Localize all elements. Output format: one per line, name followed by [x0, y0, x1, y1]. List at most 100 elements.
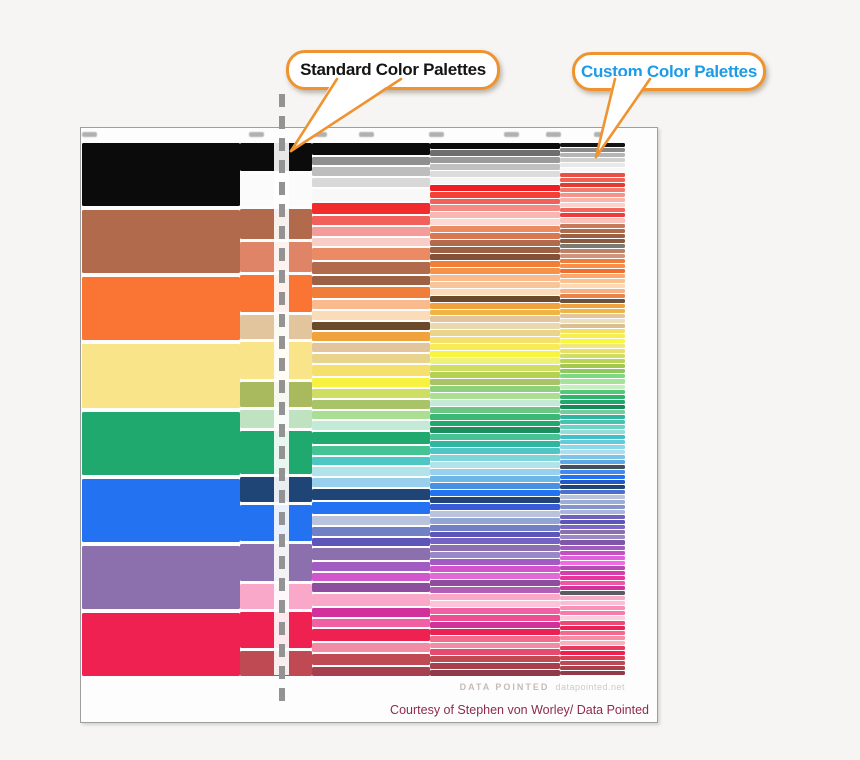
- color-stripe: [430, 281, 560, 288]
- color-stripe: [430, 413, 560, 420]
- color-stripe: [560, 646, 625, 651]
- color-stripe: [560, 213, 625, 218]
- color-stripe: [430, 628, 560, 635]
- color-stripe: [312, 548, 430, 560]
- color-stripe: [560, 364, 625, 369]
- color-stripe: [560, 409, 625, 414]
- color-stripe: [82, 612, 240, 676]
- color-stripe: [312, 188, 430, 201]
- color-stripe: [560, 344, 625, 349]
- color-stripe: [430, 212, 560, 219]
- year-tick: [312, 132, 327, 137]
- color-stripe: [560, 580, 625, 585]
- color-stripe: [430, 649, 560, 656]
- color-stripe: [560, 424, 625, 429]
- color-stripe: [430, 510, 560, 517]
- color-stripe: [430, 656, 560, 663]
- color-stripe: [560, 465, 625, 470]
- color-stripe: [312, 178, 430, 187]
- color-stripe: [430, 344, 560, 351]
- color-stripe: [560, 374, 625, 379]
- color-stripe: [560, 414, 625, 419]
- color-stripe: [430, 566, 560, 573]
- color-stripe: [560, 369, 625, 374]
- color-stripe: [430, 205, 560, 212]
- color-stripe: [430, 434, 560, 441]
- palette-bands: [82, 143, 625, 677]
- color-stripe: [430, 156, 560, 163]
- color-stripe: [312, 653, 430, 666]
- year-tick: [249, 132, 264, 137]
- color-stripe: [430, 260, 560, 267]
- standard-custom-divider: [279, 94, 285, 707]
- color-stripe: [560, 560, 625, 565]
- year-tick: [594, 132, 609, 137]
- watermark: DATA POINTED datapointed.net: [460, 682, 625, 692]
- color-stripe: [560, 545, 625, 550]
- year-tick: [429, 132, 444, 137]
- color-stripe: [430, 580, 560, 586]
- color-stripe: [312, 262, 430, 274]
- color-stripe: [430, 614, 560, 621]
- color-stripe: [430, 219, 560, 226]
- callout-standard: Standard Color Palettes: [286, 50, 500, 90]
- color-stripe: [312, 516, 430, 525]
- color-stripe: [560, 429, 625, 434]
- color-stripe: [560, 510, 625, 515]
- color-stripe: [560, 354, 625, 359]
- color-stripe: [560, 334, 625, 339]
- color-stripe: [560, 233, 625, 238]
- color-stripe: [560, 153, 625, 158]
- callout-standard-label: Standard Color Palettes: [300, 60, 486, 79]
- color-stripe: [560, 520, 625, 525]
- color-stripe: [312, 667, 430, 677]
- color-stripe: [560, 163, 625, 168]
- color-stripe: [560, 575, 625, 580]
- color-stripe: [430, 295, 560, 302]
- color-stripe: [560, 600, 625, 605]
- color-stripe: [430, 240, 560, 247]
- color-stripe: [560, 384, 625, 389]
- color-stripe: [430, 517, 560, 524]
- color-stripe: [560, 570, 625, 575]
- color-stripe: [82, 344, 240, 408]
- color-stripe: [430, 247, 560, 253]
- color-stripe: [560, 419, 625, 424]
- color-stripe: [312, 478, 430, 487]
- color-stripe: [82, 478, 240, 542]
- color-stripe: [560, 656, 625, 661]
- color-stripe: [560, 636, 625, 641]
- color-stripe: [430, 448, 560, 455]
- color-stripe: [430, 469, 560, 475]
- color-stripe: [560, 324, 625, 329]
- color-stripe: [312, 467, 430, 476]
- color-stripe: [312, 202, 430, 215]
- color-stripe: [312, 364, 430, 377]
- color-stripe: [430, 593, 560, 600]
- color-stripe: [560, 671, 625, 676]
- color-stripe: [560, 188, 625, 193]
- color-stripe: [430, 184, 560, 191]
- color-stripe: [430, 642, 560, 649]
- color-stripe: [430, 163, 560, 170]
- color-stripe: [430, 482, 560, 489]
- color-stripe: [560, 515, 625, 520]
- color-stripe: [560, 610, 625, 615]
- color-stripe: [312, 286, 430, 299]
- color-stripe: [312, 537, 430, 547]
- color-stripe: [312, 445, 430, 455]
- color-stripe: [560, 550, 625, 555]
- color-stripe: [560, 243, 625, 248]
- color-stripe: [560, 319, 625, 324]
- color-stripe: [560, 626, 625, 631]
- palette-section-era-1: [82, 143, 240, 676]
- color-stripe: [560, 389, 625, 394]
- color-stripe: [560, 228, 625, 233]
- color-stripe: [560, 394, 625, 399]
- color-stripe: [430, 545, 560, 552]
- color-stripe: [430, 600, 560, 607]
- color-stripe: [430, 621, 560, 628]
- color-stripe: [430, 302, 560, 309]
- color-stripe: [430, 573, 560, 580]
- color-stripe: [560, 540, 625, 545]
